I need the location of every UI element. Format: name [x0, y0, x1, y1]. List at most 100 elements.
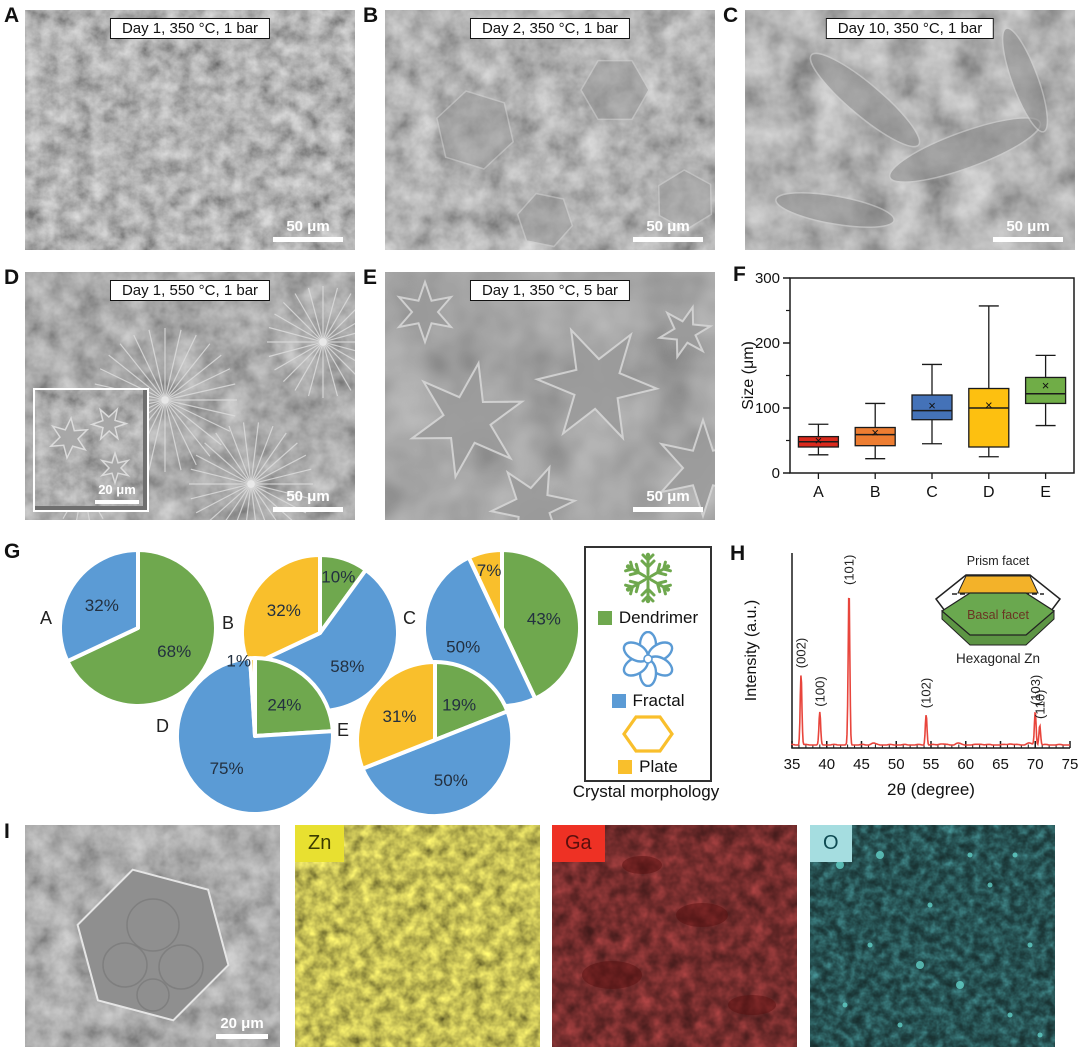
peak-label-(102): (102) [919, 678, 934, 708]
svg-text:10%: 10% [321, 568, 355, 587]
eds-map-zn: Zn [295, 825, 540, 1047]
svg-text:×: × [815, 433, 823, 448]
plate-label: Plate [639, 756, 678, 776]
svg-text:32%: 32% [267, 601, 301, 620]
eds-sem-image: 20 μm [25, 825, 280, 1047]
fractal-swatch [611, 693, 626, 708]
svg-text:31%: 31% [382, 707, 416, 726]
legend-item-dendrimer: Dendrimer [597, 608, 698, 628]
box-E: × [1024, 354, 1067, 427]
panel-letter-i: I [4, 820, 10, 843]
eds-sem-scale-bar: 20 μm [216, 1015, 268, 1039]
pie-C: 43% 50% 7% C [403, 547, 583, 708]
peak-label-(110): (110) [1032, 690, 1047, 719]
sem-image-c: Day 10, 350 °C, 1 bar 50 μm [745, 10, 1075, 250]
sem-image-b: Day 2, 350 °C, 1 bar 50 μm [385, 10, 715, 250]
svg-text:Intensity (a.u.): Intensity (a.u.) [743, 600, 760, 701]
pie-D-slice-plate [248, 656, 257, 738]
pie-A-slice-fractal [57, 548, 140, 664]
svg-text:1%: 1% [226, 651, 251, 670]
sem-inset-d: 20 μm [33, 388, 149, 512]
inset-scale-bar-d: 20 μm [95, 482, 139, 504]
ga-map-label: Ga [552, 825, 605, 862]
box-plot-panel-f: 0 100 200 300 Size (μm) × A × B × C × D × E [738, 258, 1080, 520]
box-B: × [854, 402, 896, 460]
svg-text:2θ (degree): 2θ (degree) [887, 780, 975, 799]
sem-image-d: Day 1, 550 °C, 1 bar 20 μm 50 μm [25, 272, 355, 520]
svg-text:A: A [40, 608, 52, 628]
pie-C-slice-plate [466, 547, 504, 630]
panel-letter-d: D [4, 266, 20, 289]
pie-charts-svg: 68% 32% A 10% 58% 32% B 43% 50% 7% C 24% 75% 1% D 19% 50… [40, 547, 583, 819]
svg-text:45: 45 [853, 756, 870, 773]
eds-map-o: O [810, 825, 1055, 1047]
svg-text:E: E [1040, 484, 1051, 501]
svg-text:0: 0 [772, 465, 780, 482]
pie-E-slice-dendrimer [433, 660, 510, 742]
sem-caption-e: Day 1, 350 °C, 5 bar [469, 280, 631, 301]
pie-A-slice-dendrimer [65, 548, 218, 708]
xrd-panel-h: 35 40 45 50 55 60 65 70 75 2θ (degree) Intensity (… [740, 543, 1080, 805]
svg-text:C: C [926, 484, 938, 501]
box-plot-svg: 0 100 200 300 Size (μm) × A × B × C × D × E [740, 270, 1075, 501]
sem-caption-c: Day 10, 350 °C, 1 bar [825, 18, 995, 39]
svg-text:C: C [403, 608, 416, 628]
sem-caption-d: Day 1, 550 °C, 1 bar [109, 280, 271, 301]
pie-D-slice-dendrimer [253, 656, 335, 738]
svg-text:32%: 32% [85, 596, 119, 615]
zn-map-label: Zn [295, 825, 345, 862]
xrd-svg: 35 40 45 50 55 60 65 70 75 2θ (degree) Intensity (… [743, 553, 1079, 799]
svg-text:×: × [1042, 378, 1050, 393]
panel-letter-e: E [363, 266, 378, 289]
svg-text:43%: 43% [527, 610, 561, 629]
panel-letter-c: C [723, 4, 739, 27]
svg-text:60: 60 [957, 756, 974, 773]
xrd-curve [791, 597, 1070, 747]
svg-text:300: 300 [755, 270, 780, 287]
peak-label-(103): (103) [1028, 675, 1043, 705]
pie-E-slice-plate [355, 660, 437, 771]
sem-caption-a: Day 1, 350 °C, 1 bar [109, 18, 271, 39]
svg-text:50%: 50% [446, 637, 480, 656]
svg-text:7%: 7% [477, 561, 502, 580]
svg-text:50: 50 [888, 756, 905, 773]
sem-image-e: Day 1, 350 °C, 5 bar 50 μm [385, 272, 715, 520]
hexagonal-zn-inset: Prism facet Basal facet Hexagonal Zn [934, 554, 1062, 666]
legend-caption: Crystal morphology [572, 782, 720, 801]
svg-text:40: 40 [818, 756, 835, 773]
legend-item-fractal: Fractal [611, 690, 685, 711]
peak-label-(101): (101) [842, 555, 857, 585]
pie-E-slice-fractal [360, 709, 515, 819]
panel-letter-g: G [4, 540, 21, 563]
pie-A: 68% 32% A [40, 548, 218, 708]
svg-text:B: B [222, 613, 234, 633]
svg-text:×: × [928, 398, 936, 413]
svg-text:35: 35 [784, 756, 801, 773]
scale-bar-d: 50 μm [273, 488, 343, 512]
box-D: × [968, 305, 1010, 458]
plate-swatch [618, 759, 633, 774]
svg-text:58%: 58% [330, 657, 364, 676]
svg-text:D: D [983, 484, 995, 501]
panel-letter-b: B [363, 4, 379, 27]
peak-label-(002): (002) [794, 638, 809, 668]
svg-text:75: 75 [1062, 756, 1079, 773]
box-C: × [911, 363, 953, 445]
svg-text:×: × [985, 397, 993, 412]
svg-text:E: E [337, 720, 349, 740]
svg-text:D: D [156, 716, 169, 736]
svg-text:100: 100 [755, 400, 780, 417]
svg-text:65: 65 [992, 756, 1009, 773]
svg-text:Size (μm): Size (μm) [740, 341, 757, 410]
sem-caption-b: Day 2, 350 °C, 1 bar [469, 18, 631, 39]
svg-text:200: 200 [755, 335, 780, 352]
pie-B-slice-plate [239, 553, 322, 669]
svg-text:×: × [871, 425, 879, 440]
morphology-legend: Dendrimer Fractal Plate [584, 546, 712, 782]
fractal-label: Fractal [632, 690, 685, 710]
svg-text:68%: 68% [157, 642, 191, 661]
hexagon-icon [622, 715, 674, 753]
pie-panel-g: 68% 32% A 10% 58% 32% B 43% 50% 7% C 24% 75% 1% D 19% 50… [20, 540, 583, 822]
pie-D: 24% 75% 1% D [156, 651, 335, 817]
pie-E: 19% 50% 31% E [337, 660, 515, 819]
